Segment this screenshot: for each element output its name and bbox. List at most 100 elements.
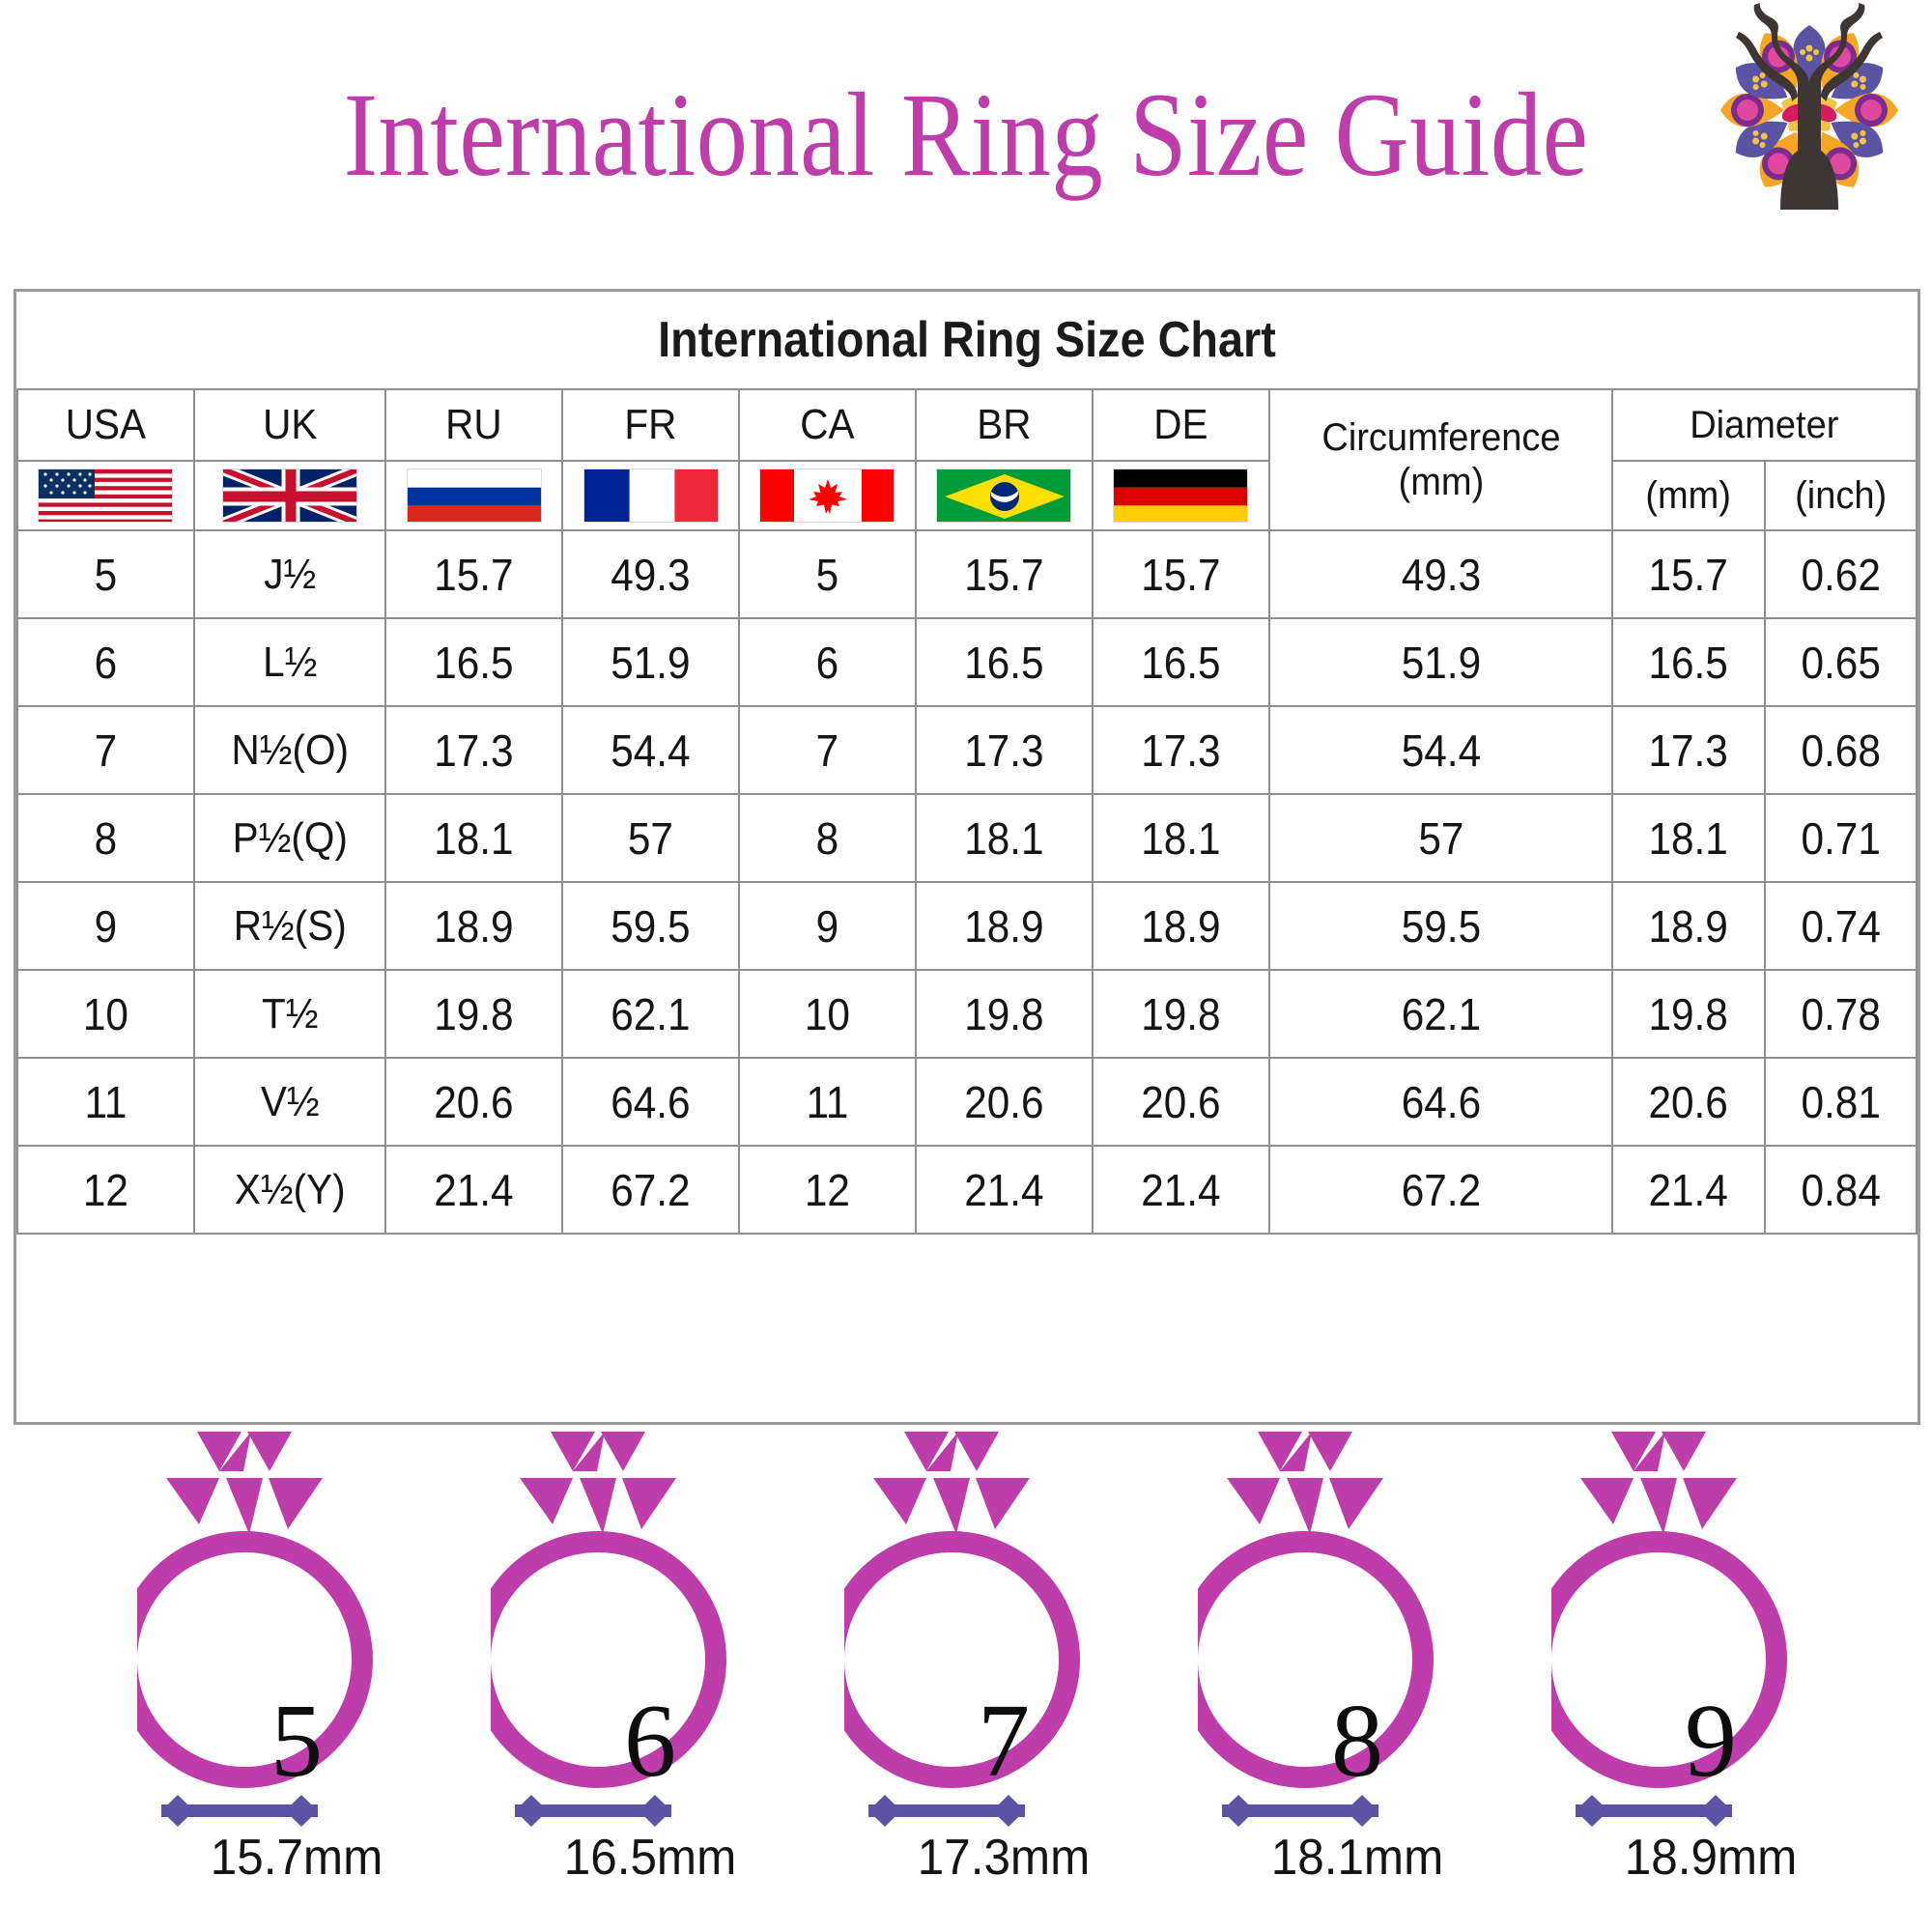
header-ru: RU	[391, 388, 556, 462]
cell-dia_in: 0.71	[1770, 793, 1912, 883]
cell-de: 18.1	[1098, 793, 1264, 883]
diamond-gem-icon	[520, 1432, 676, 1534]
cell-uk: R½(S)	[200, 881, 380, 971]
cell-dia_in: 0.84	[1770, 1145, 1912, 1235]
cell-br: 18.9	[922, 881, 1087, 971]
header-diameter: Diameter	[1619, 388, 1911, 462]
cell-usa: 7	[23, 705, 188, 795]
flag-de-icon	[1113, 469, 1249, 523]
cell-dia_mm: 17.3	[1617, 705, 1760, 795]
table-row: 12 X½(Y) 21.4 67.2 12 21.4 21.4 67.2 21.4 0.84	[17, 1145, 1917, 1235]
flag-cell-fr	[561, 460, 741, 531]
measure-bar-icon	[868, 1795, 1025, 1827]
cell-fr: 57	[568, 793, 733, 883]
ring-size-item: 8 18.1mm	[1198, 1428, 1517, 1932]
ring-size-number: 6	[624, 1684, 676, 1799]
diamond-gem-icon	[1580, 1432, 1737, 1534]
flag-ca-icon	[759, 469, 895, 523]
cell-uk: N½(O)	[200, 705, 380, 795]
diamond-gem-icon	[166, 1432, 323, 1534]
header-circumference-unit: (mm)	[1398, 461, 1484, 503]
table-row: 7 N½(O) 17.3 54.4 7 17.3 17.3 54.4 17.3 0.68	[17, 705, 1917, 795]
cell-circ: 57	[1281, 793, 1601, 883]
cell-circ: 64.6	[1281, 1057, 1601, 1147]
ring-size-visuals: 5 15.7mm 6 16.5mm 7 17.3mm 8 18.1mm 9 18.9mm	[0, 1428, 1932, 1932]
cell-dia_in: 0.68	[1770, 705, 1912, 795]
measure-bar-icon	[1222, 1795, 1378, 1827]
ring-size-table-card: International Ring Size Chart USA UK RU …	[14, 289, 1920, 1425]
flag-cell-ca	[738, 460, 917, 531]
page-header: International Ring Size Guide	[0, 0, 1932, 280]
cell-dia_mm: 16.5	[1617, 617, 1760, 707]
flag-cell-br	[914, 460, 1094, 531]
cell-uk: V½	[200, 1057, 380, 1147]
ring-icon	[491, 1432, 726, 1788]
cell-fr: 49.3	[568, 529, 733, 619]
cell-ca: 5	[745, 529, 910, 619]
flag-cell-ru	[384, 460, 564, 531]
cell-ru: 15.7	[391, 529, 556, 619]
ring-icon	[137, 1432, 373, 1788]
cell-de: 19.8	[1098, 969, 1264, 1059]
cell-circ: 67.2	[1281, 1145, 1601, 1235]
ring-size-number: 8	[1331, 1684, 1383, 1799]
flag-cell-de	[1091, 460, 1270, 531]
cell-br: 15.7	[922, 529, 1087, 619]
cell-fr: 51.9	[568, 617, 733, 707]
table-body: 5 J½ 15.7 49.3 5 15.7 15.7 49.3 15.7 0.62 6 L½ 16.5 5…	[17, 529, 1917, 1235]
cell-dia_in: 0.74	[1770, 881, 1912, 971]
cell-fr: 64.6	[568, 1057, 733, 1147]
cell-fr: 59.5	[568, 881, 733, 971]
ring-band	[1551, 1531, 1787, 1788]
flag-ru-icon	[406, 469, 542, 523]
cell-usa: 8	[23, 793, 188, 883]
cell-ru: 18.1	[391, 793, 556, 883]
ring-band	[137, 1531, 373, 1788]
cell-uk: L½	[200, 617, 380, 707]
flag-cell-uk	[192, 460, 387, 531]
ring-measurement-label: 18.1mm	[1270, 1830, 1444, 1886]
cell-ru: 21.4	[391, 1145, 556, 1235]
cell-ru: 18.9	[391, 881, 556, 971]
cell-usa: 11	[23, 1057, 188, 1147]
header-de: DE	[1098, 388, 1264, 462]
ring-size-table: USA UK RU FR CA BR DE Circumference (mm)…	[16, 388, 1918, 1235]
ring-icon	[1551, 1432, 1787, 1788]
ring-measurement-label: 18.9mm	[1624, 1830, 1798, 1886]
cell-uk: J½	[200, 529, 380, 619]
cell-ru: 20.6	[391, 1057, 556, 1147]
cell-de: 16.5	[1098, 617, 1264, 707]
cell-circ: 51.9	[1281, 617, 1601, 707]
chart-title: International Ring Size Chart	[658, 312, 1276, 368]
measure-bar-icon	[515, 1795, 671, 1827]
cell-de: 17.3	[1098, 705, 1264, 795]
cell-de: 21.4	[1098, 1145, 1264, 1235]
ring-size-item: 6 16.5mm	[491, 1428, 810, 1932]
ring-band	[1198, 1531, 1434, 1788]
deer-mandala-logo	[1689, 2, 1930, 210]
header-ca: CA	[745, 388, 910, 462]
cell-dia_mm: 18.9	[1617, 881, 1760, 971]
cell-dia_in: 0.78	[1770, 969, 1912, 1059]
table-row: 8 P½(Q) 18.1 57 8 18.1 18.1 57 18.1 0.71	[17, 793, 1917, 883]
header-circumference-text: Circumference	[1321, 416, 1560, 459]
ring-band	[491, 1531, 726, 1788]
cell-de: 20.6	[1098, 1057, 1264, 1147]
diamond-gem-icon	[1227, 1432, 1383, 1534]
cell-fr: 67.2	[568, 1145, 733, 1235]
header-row-codes: USA UK RU FR CA BR DE Circumference (mm)…	[17, 388, 1917, 531]
ring-measurement-label: 15.7mm	[210, 1830, 384, 1886]
ring-size-number: 5	[270, 1684, 323, 1799]
cell-fr: 62.1	[568, 969, 733, 1059]
cell-dia_mm: 21.4	[1617, 1145, 1760, 1235]
ring-size-number: 9	[1685, 1684, 1737, 1799]
cell-usa: 9	[23, 881, 188, 971]
cell-ru: 19.8	[391, 969, 556, 1059]
cell-br: 18.1	[922, 793, 1087, 883]
measure-bar-icon	[1576, 1795, 1732, 1827]
cell-de: 15.7	[1098, 529, 1264, 619]
cell-dia_mm: 19.8	[1617, 969, 1760, 1059]
cell-ca: 8	[745, 793, 910, 883]
table-row: 6 L½ 16.5 51.9 6 16.5 16.5 51.9 16.5 0.65	[17, 617, 1917, 707]
